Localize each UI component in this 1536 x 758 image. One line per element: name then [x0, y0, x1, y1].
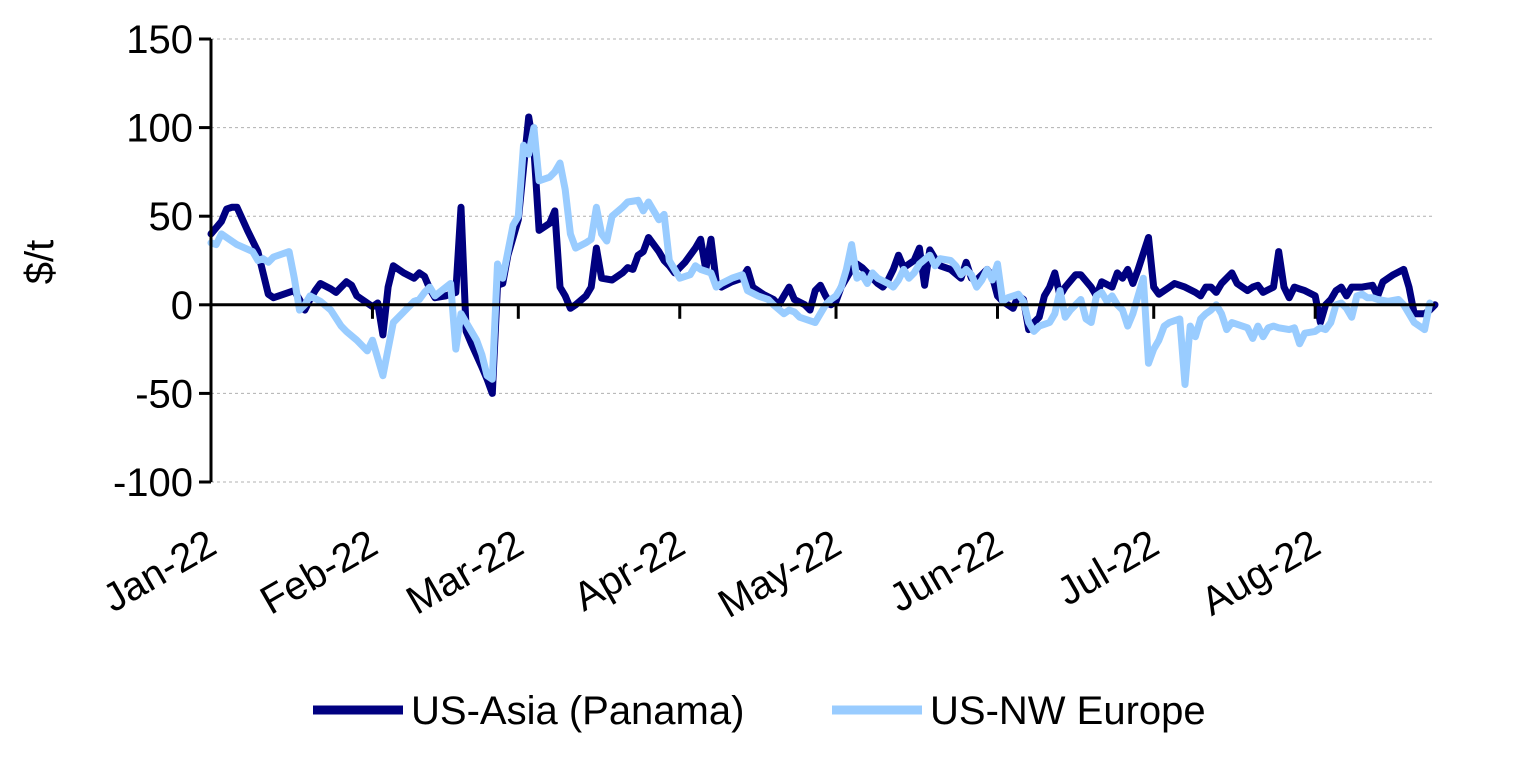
x-tick-label: Feb-22: [253, 522, 385, 623]
y-tick-label: 150: [126, 18, 193, 62]
legend: US-Asia (Panama) US-NW Europe: [313, 689, 1206, 733]
y-tick-labels: 150 100 50 0 -50 -100: [113, 18, 193, 505]
legend-item: US-Asia (Panama): [313, 689, 744, 733]
series-lines: [207, 113, 1439, 397]
y-tick-label: -100: [113, 461, 193, 505]
x-tick-label: Jul-22: [1050, 522, 1166, 615]
series-line-us-nw-europe: [207, 124, 1434, 388]
legend-item: US-NW Europe: [832, 689, 1206, 733]
x-tick-labels: Jan-22 Feb-22 Mar-22 Apr-22 May-22 Jun-22 Jul-…: [96, 522, 1328, 627]
x-tick-label: Apr-22: [566, 522, 692, 620]
x-tick-label: Jun-22: [882, 522, 1010, 621]
x-tick-label: May-22: [711, 522, 849, 627]
y-tick-label: -50: [135, 372, 193, 416]
y-tick-label: 100: [126, 107, 193, 151]
x-tick-label: Mar-22: [399, 522, 531, 623]
y-tick-label: 0: [171, 284, 193, 328]
x-tick-label: Aug-22: [1194, 522, 1328, 625]
gridlines: [211, 38, 1435, 483]
legend-label: US-NW Europe: [930, 689, 1206, 733]
axes: [199, 37, 1435, 484]
x-tick-label: Jan-22: [96, 522, 224, 621]
y-axis-title: $/t: [18, 240, 62, 284]
series-line-us-asia-panama: [207, 113, 1439, 397]
y-tick-label: 50: [149, 195, 194, 239]
legend-label: US-Asia (Panama): [411, 689, 744, 733]
